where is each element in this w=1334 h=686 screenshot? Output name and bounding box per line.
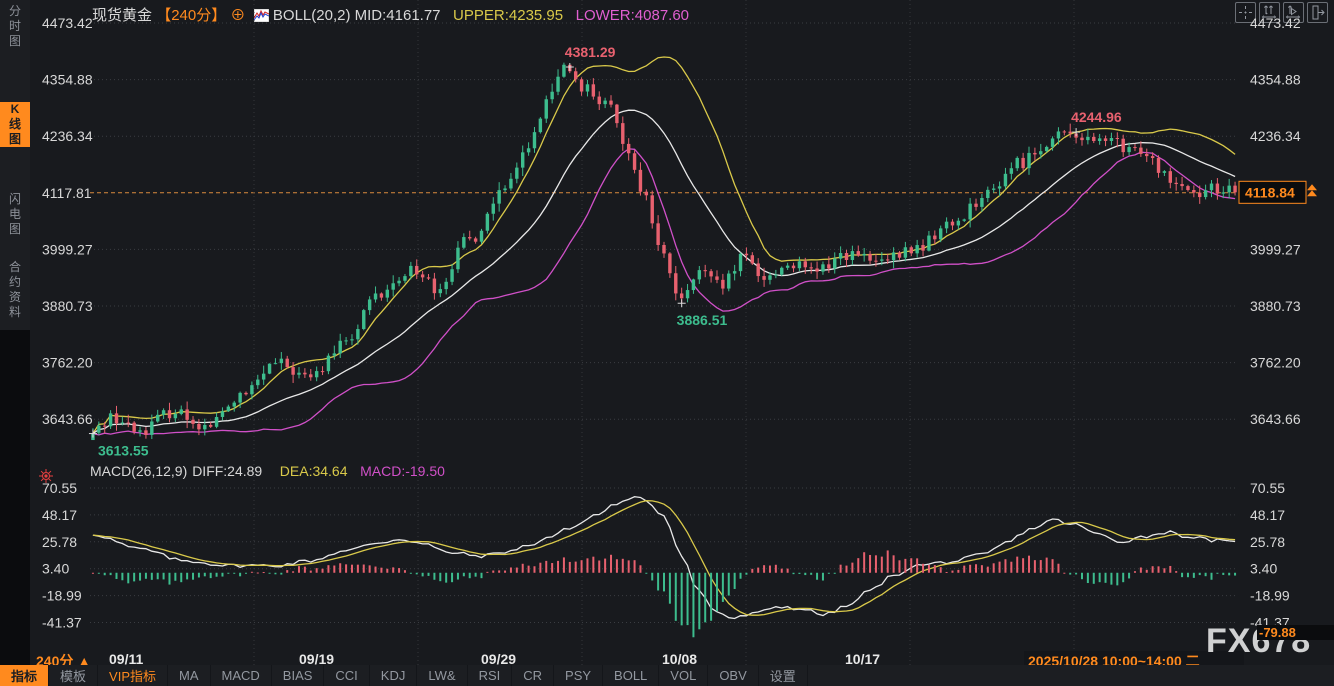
svg-text:4236.34: 4236.34 bbox=[1250, 128, 1301, 144]
svg-text:3.40: 3.40 bbox=[42, 561, 69, 577]
svg-text:3999.27: 3999.27 bbox=[42, 241, 93, 257]
svg-text:3999.27: 3999.27 bbox=[1250, 241, 1301, 257]
svg-text:3613.55: 3613.55 bbox=[98, 443, 149, 459]
svg-text:3643.66: 3643.66 bbox=[42, 411, 93, 427]
svg-text:3762.20: 3762.20 bbox=[1250, 355, 1301, 371]
svg-text:3880.73: 3880.73 bbox=[1250, 298, 1301, 314]
svg-text:25.78: 25.78 bbox=[1250, 534, 1285, 550]
svg-text:DIFF:24.89: DIFF:24.89 bbox=[192, 463, 262, 479]
svg-text:4244.96: 4244.96 bbox=[1071, 109, 1122, 125]
svg-text:4381.29: 4381.29 bbox=[565, 44, 616, 60]
svg-text:48.17: 48.17 bbox=[1250, 507, 1285, 523]
svg-text:MACD:-19.50: MACD:-19.50 bbox=[360, 463, 445, 479]
svg-text:4236.34: 4236.34 bbox=[42, 128, 93, 144]
svg-text:MACD(26,12,9): MACD(26,12,9) bbox=[90, 463, 187, 479]
svg-text:3643.66: 3643.66 bbox=[1250, 411, 1301, 427]
svg-text:4473.42: 4473.42 bbox=[1250, 15, 1301, 31]
svg-text:-41.37: -41.37 bbox=[42, 615, 82, 631]
svg-text:70.55: 70.55 bbox=[42, 480, 77, 496]
svg-text:-18.99: -18.99 bbox=[1250, 588, 1290, 604]
svg-text:4354.88: 4354.88 bbox=[1250, 72, 1301, 88]
svg-text:70.55: 70.55 bbox=[1250, 480, 1285, 496]
svg-text:3886.51: 3886.51 bbox=[677, 312, 728, 328]
svg-text:3880.73: 3880.73 bbox=[42, 298, 93, 314]
svg-text:48.17: 48.17 bbox=[42, 507, 77, 523]
svg-text:4117.81: 4117.81 bbox=[42, 185, 92, 201]
svg-text:-18.99: -18.99 bbox=[42, 588, 82, 604]
svg-text:4118.84: 4118.84 bbox=[1245, 184, 1295, 200]
svg-text:25.78: 25.78 bbox=[42, 534, 77, 550]
svg-text:3762.20: 3762.20 bbox=[42, 355, 93, 371]
svg-text:3.40: 3.40 bbox=[1250, 561, 1277, 577]
svg-text:DEA:34.64: DEA:34.64 bbox=[280, 463, 348, 479]
svg-text:4473.42: 4473.42 bbox=[42, 15, 93, 31]
svg-text:4354.88: 4354.88 bbox=[42, 72, 93, 88]
